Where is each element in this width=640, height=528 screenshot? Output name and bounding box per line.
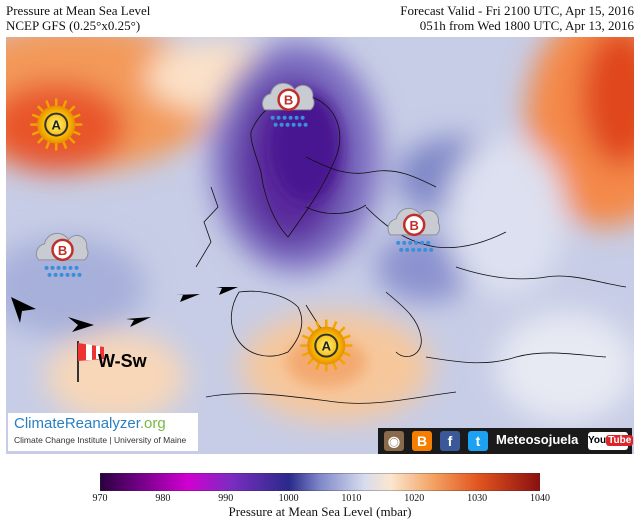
youtube-you: You bbox=[588, 435, 607, 446]
forecast-valid: Forecast Valid - Fri 2100 UTC, Apr 15, 2… bbox=[400, 3, 634, 18]
colorbar-tick: 1000 bbox=[278, 493, 299, 504]
instagram-icon[interactable]: ◉ bbox=[384, 431, 404, 451]
social-bar: ◉ B f t Meteosojuela You Tube bbox=[378, 428, 634, 454]
pressure-map: A B B B A bbox=[6, 37, 634, 454]
low-pressure-cloud-icon: B bbox=[262, 82, 315, 127]
twitter-icon[interactable]: t bbox=[468, 431, 488, 451]
windsock-icon bbox=[77, 341, 104, 382]
pressure-system-letter: B bbox=[284, 93, 293, 108]
colorbar-tick: 990 bbox=[218, 493, 234, 504]
colorbar-tick: 1010 bbox=[341, 493, 362, 504]
climate-reanalyzer-logo: ClimateReanalyzer.org Climate Change Ins… bbox=[8, 413, 198, 451]
facebook-icon[interactable]: f bbox=[440, 431, 460, 451]
wind-arrow-icon bbox=[68, 317, 94, 332]
logo-subtitle: Climate Change Institute | University of… bbox=[14, 435, 187, 445]
low-pressure-cloud-icon: B bbox=[35, 232, 89, 277]
high-pressure-sun-icon: A bbox=[30, 98, 83, 151]
low-pressure-cloud-icon: B bbox=[387, 207, 441, 252]
high-pressure-sun-icon: A bbox=[300, 319, 353, 372]
youtube-tube: Tube bbox=[606, 435, 634, 446]
colorbar-label: Pressure at Mean Sea Level (mbar) bbox=[228, 504, 412, 519]
pressure-system-letter: A bbox=[52, 118, 62, 133]
wind-label: W-Sw bbox=[98, 351, 147, 371]
forecast-run: 051h from Wed 1800 UTC, Apr 13, 2016 bbox=[419, 18, 634, 33]
wind-arrows bbox=[11, 287, 238, 332]
coastlines bbox=[195, 95, 627, 404]
colorbar-gradient bbox=[100, 473, 540, 491]
wind-arrow-icon bbox=[176, 294, 200, 302]
pressure-system-letter: B bbox=[58, 243, 67, 258]
wind-arrow-icon bbox=[216, 287, 238, 295]
map-title: Pressure at Mean Sea Level bbox=[6, 3, 151, 18]
colorbar-tick: 1020 bbox=[404, 493, 425, 504]
colorbar-tick: 980 bbox=[155, 493, 171, 504]
colorbar-tick: 1040 bbox=[530, 493, 550, 504]
blogger-icon[interactable]: B bbox=[412, 431, 432, 451]
logo-suffix: .org bbox=[139, 415, 166, 432]
colorbar-tick: 1030 bbox=[467, 493, 488, 504]
wind-arrow-icon bbox=[126, 317, 151, 327]
model-name: NCEP GFS (0.25°x0.25°) bbox=[6, 18, 141, 33]
wind-arrow-icon bbox=[11, 297, 36, 323]
logo-main-text: ClimateReanalyzer bbox=[14, 415, 140, 432]
pressure-system-letter: B bbox=[410, 218, 419, 233]
social-account-name: Meteosojuela bbox=[496, 432, 579, 447]
pressure-system-letter: A bbox=[322, 339, 332, 354]
colorbar-tick: 970 bbox=[92, 493, 108, 504]
youtube-icon[interactable]: You Tube bbox=[588, 432, 634, 450]
